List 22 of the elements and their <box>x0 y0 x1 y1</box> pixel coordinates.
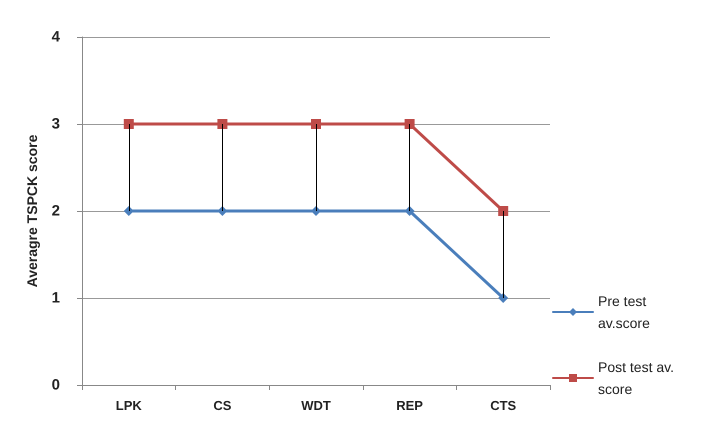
point <box>498 293 508 303</box>
x-tick-label: LPK <box>116 398 142 413</box>
y-axis-title: Averagre TSPCK score <box>24 134 40 288</box>
point <box>311 206 321 216</box>
point <box>498 206 508 216</box>
x-tick-label: CS <box>213 398 232 413</box>
y-tick-label: 0 <box>52 376 60 394</box>
legend-label: Post test av. score <box>598 359 678 397</box>
point <box>404 206 415 216</box>
point <box>124 119 134 129</box>
point <box>404 119 415 129</box>
x-tick-label: REP <box>396 398 424 413</box>
y-tick-label: 3 <box>52 116 60 132</box>
x-tick-label: CTS <box>490 398 517 413</box>
point <box>124 206 134 216</box>
point <box>217 119 228 129</box>
legend-label: Pre test av.score <box>598 293 650 331</box>
y-tick-label: 1 <box>52 290 60 306</box>
x-tick-label: WDT <box>301 398 331 413</box>
y-tick-label: 4 <box>52 28 61 46</box>
point <box>311 119 321 129</box>
y-tick-label: 2 <box>52 202 60 220</box>
